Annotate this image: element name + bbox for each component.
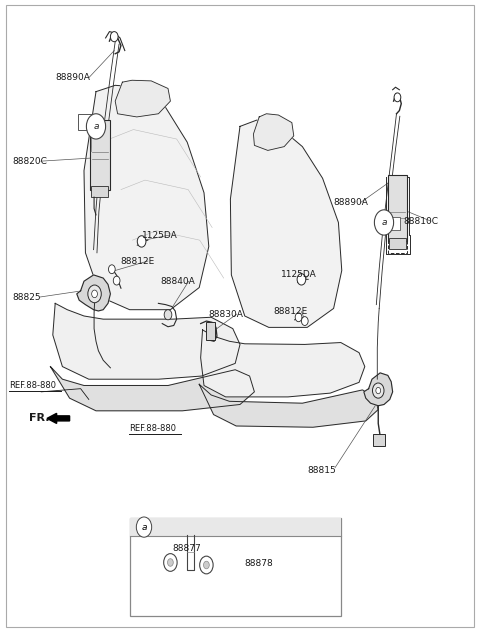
Circle shape bbox=[88, 285, 101, 303]
Text: 88810C: 88810C bbox=[403, 217, 438, 226]
Text: 88890A: 88890A bbox=[334, 198, 369, 207]
Circle shape bbox=[372, 383, 384, 398]
Text: 1125DA: 1125DA bbox=[281, 270, 316, 279]
Text: 88815: 88815 bbox=[307, 466, 336, 475]
Text: 1125DA: 1125DA bbox=[142, 231, 177, 240]
Circle shape bbox=[168, 559, 173, 566]
Polygon shape bbox=[47, 413, 70, 423]
Polygon shape bbox=[199, 384, 378, 427]
Bar bbox=[130, 518, 341, 616]
Text: a: a bbox=[93, 122, 99, 131]
Circle shape bbox=[113, 276, 120, 285]
Bar bbox=[90, 120, 110, 190]
Text: 88877: 88877 bbox=[173, 544, 202, 553]
Circle shape bbox=[164, 554, 177, 571]
Bar bbox=[206, 322, 215, 340]
Circle shape bbox=[200, 556, 213, 574]
Text: FR.: FR. bbox=[29, 413, 49, 423]
Polygon shape bbox=[115, 80, 170, 117]
Text: 88830A: 88830A bbox=[209, 310, 244, 319]
Circle shape bbox=[108, 265, 115, 274]
Circle shape bbox=[136, 517, 152, 537]
Circle shape bbox=[295, 313, 302, 322]
Polygon shape bbox=[50, 367, 254, 411]
Circle shape bbox=[92, 290, 97, 298]
Bar bbox=[388, 217, 400, 230]
Circle shape bbox=[86, 114, 106, 139]
Polygon shape bbox=[77, 275, 110, 311]
Text: 88878: 88878 bbox=[245, 559, 274, 568]
Text: a: a bbox=[381, 218, 387, 227]
Text: REF.88-880: REF.88-880 bbox=[129, 424, 176, 433]
Text: a: a bbox=[141, 523, 147, 532]
Bar bbox=[130, 518, 341, 536]
Text: 88840A: 88840A bbox=[161, 277, 195, 286]
Bar bbox=[91, 186, 108, 197]
Circle shape bbox=[164, 310, 172, 320]
Bar bbox=[78, 114, 92, 130]
Circle shape bbox=[204, 561, 209, 569]
Text: 88878: 88878 bbox=[245, 559, 274, 568]
Bar bbox=[388, 175, 407, 241]
Circle shape bbox=[110, 32, 118, 42]
Text: 88877: 88877 bbox=[173, 544, 202, 553]
Text: REF.88-880: REF.88-880 bbox=[9, 381, 56, 390]
Bar bbox=[389, 238, 406, 249]
Circle shape bbox=[137, 236, 146, 247]
Polygon shape bbox=[253, 114, 294, 150]
Circle shape bbox=[301, 317, 308, 325]
Polygon shape bbox=[230, 120, 342, 327]
Circle shape bbox=[376, 387, 381, 394]
Text: 88825: 88825 bbox=[12, 293, 41, 301]
Polygon shape bbox=[364, 373, 393, 406]
Circle shape bbox=[394, 93, 401, 102]
Polygon shape bbox=[201, 330, 365, 397]
Polygon shape bbox=[53, 303, 240, 379]
Text: 88812E: 88812E bbox=[120, 257, 154, 265]
Circle shape bbox=[297, 274, 306, 285]
Text: 88890A: 88890A bbox=[55, 73, 90, 82]
Text: 88812E: 88812E bbox=[274, 307, 308, 316]
Bar bbox=[373, 434, 385, 446]
Text: 88820C: 88820C bbox=[12, 157, 47, 166]
Polygon shape bbox=[84, 85, 209, 310]
Circle shape bbox=[374, 210, 394, 235]
